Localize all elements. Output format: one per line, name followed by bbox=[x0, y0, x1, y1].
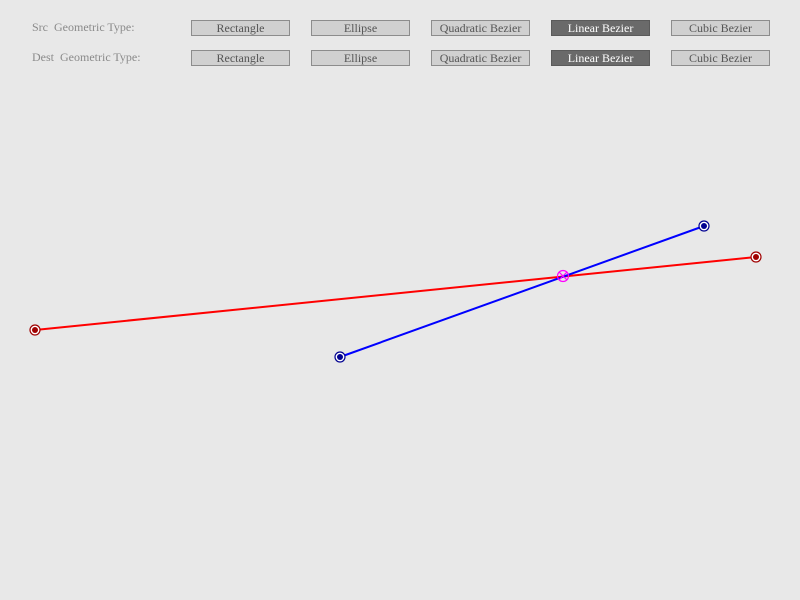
src-rectangle-button[interactable]: Rectangle bbox=[191, 20, 290, 36]
src-end-handle-icon[interactable] bbox=[750, 251, 762, 263]
src-cubic-bezier-button[interactable]: Cubic Bezier bbox=[671, 20, 770, 36]
dest-start-handle-icon[interactable] bbox=[334, 351, 346, 363]
src-start-handle-icon[interactable] bbox=[29, 324, 41, 336]
dest-rectangle-button[interactable]: Rectangle bbox=[191, 50, 290, 66]
dest-linear-bezier-line bbox=[339, 225, 705, 358]
dest-end-handle-icon[interactable] bbox=[698, 220, 710, 232]
src-geometric-type-label: Src Geometric Type: bbox=[32, 20, 135, 34]
dest-quadratic-bezier-button[interactable]: Quadratic Bezier bbox=[431, 50, 530, 66]
dest-cubic-bezier-button[interactable]: Cubic Bezier bbox=[671, 50, 770, 66]
dest-geometric-type-label: Dest Geometric Type: bbox=[32, 50, 141, 64]
src-quadratic-bezier-button[interactable]: Quadratic Bezier bbox=[431, 20, 530, 36]
dest-linear-bezier-button[interactable]: Linear Bezier bbox=[551, 50, 650, 66]
src-linear-bezier-button[interactable]: Linear Bezier bbox=[551, 20, 650, 36]
src-ellipse-button[interactable]: Ellipse bbox=[311, 20, 410, 36]
intersection-marker-icon bbox=[556, 269, 570, 283]
dest-ellipse-button[interactable]: Ellipse bbox=[311, 50, 410, 66]
src-linear-bezier-line bbox=[34, 256, 757, 331]
